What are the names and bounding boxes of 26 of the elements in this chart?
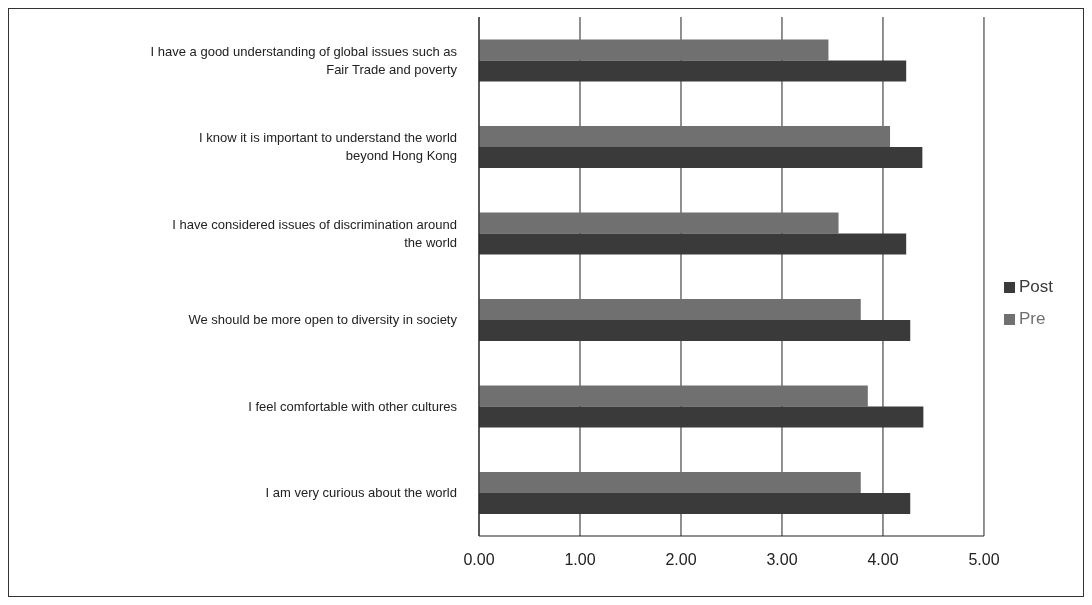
legend-label: Post [1018,276,1053,296]
y-tick-label: I feel comfortable with other cultures [248,398,458,414]
x-tick-label: 1.00 [564,551,596,569]
y-tick-label: I have considered issues of discrimination around the world [172,216,457,250]
y-tick-label: I have a good understanding of global issues such as Fair Trade and poverty [150,43,458,77]
x-tick-label: 2.00 [665,551,697,569]
bar [479,60,907,82]
y-tick-label: I know it is important to understand the world beyond Hong Kong [199,130,457,164]
x-tick-label: 5.00 [968,551,1000,569]
bar [479,233,907,255]
bar [479,146,923,168]
bar [479,125,891,147]
bar [479,39,829,61]
bar [479,492,911,514]
bar [479,298,861,320]
bar [479,319,911,341]
bar [479,212,839,234]
y-tick-label: I am very curious about the world [265,485,457,501]
bar [479,385,868,407]
legend-label: Pre [1018,308,1046,328]
x-tick-label: 0.00 [463,551,495,569]
bar [479,471,861,493]
y-tick-label: We should be more open to diversity in society [188,312,458,328]
bar [479,406,924,428]
x-tick-label: 3.00 [766,551,798,569]
x-tick-label: 4.00 [867,551,899,569]
